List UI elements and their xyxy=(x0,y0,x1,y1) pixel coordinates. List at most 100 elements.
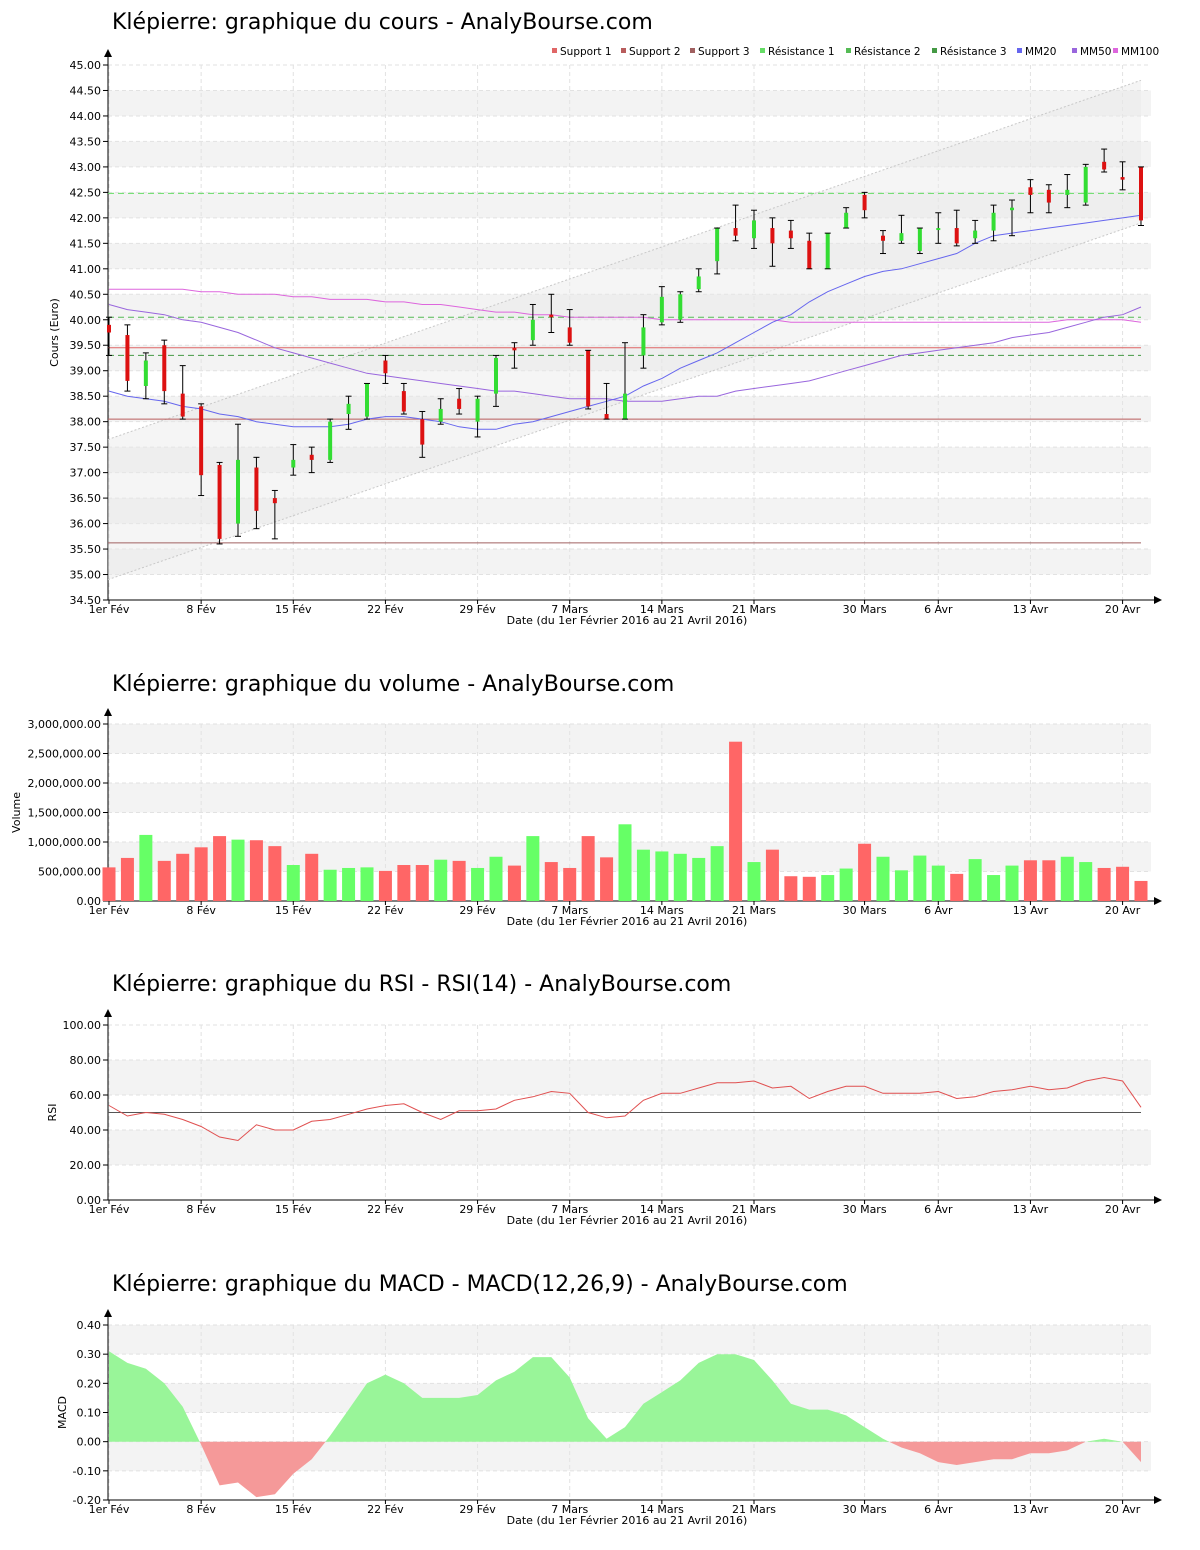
candle-body xyxy=(678,294,683,320)
y-tick-label: 36.00 xyxy=(70,518,102,531)
legend-swatch xyxy=(1113,48,1118,53)
y-tick-label: 500,000.00 xyxy=(38,866,101,879)
volume-chart-panel: Klépierre: graphique du volume - AnalyBo… xyxy=(0,660,1200,940)
candle-body xyxy=(180,393,185,417)
candle-body xyxy=(1083,166,1088,203)
y-tick-label: 43.00 xyxy=(70,161,102,174)
y-axis-arrow xyxy=(104,1009,112,1017)
candle-body xyxy=(107,324,111,333)
volume-bar xyxy=(415,865,429,901)
rsi-line xyxy=(108,1076,1142,1142)
x-tick-label: 30 Mars xyxy=(843,1203,887,1216)
candle-body xyxy=(549,314,554,318)
candle-body xyxy=(696,276,701,290)
x-axis-label: Date (du 1er Février 2016 au 21 Avril 20… xyxy=(507,1514,748,1527)
x-tick-label: 6 Avr xyxy=(924,1203,953,1216)
x-tick-label: 8 Fév xyxy=(186,1503,216,1516)
y-tick-label: 44.50 xyxy=(70,84,102,97)
y-tick-label: 37.00 xyxy=(70,467,102,480)
x-tick-label: 20 Avr xyxy=(1105,1503,1141,1516)
x-tick-label: 29 Fév xyxy=(459,904,496,917)
candle-body xyxy=(973,230,978,239)
legend-swatch xyxy=(846,48,851,53)
y-tick-label: 0.30 xyxy=(77,1348,102,1361)
volume-bar xyxy=(692,857,706,901)
x-tick-label: 1er Fév xyxy=(89,603,130,616)
y-axis-label: RSI xyxy=(46,1104,59,1122)
x-tick-label: 15 Fév xyxy=(275,904,312,917)
volume-bar xyxy=(1097,867,1111,901)
x-tick-label: 22 Fév xyxy=(367,1503,404,1516)
volume-bar xyxy=(876,856,890,901)
y-tick-label: 2,500,000.00 xyxy=(28,748,101,761)
y-axis-label: Cours (Euro) xyxy=(48,298,61,367)
x-tick-label: 6 Avr xyxy=(924,603,953,616)
volume-bar xyxy=(987,875,1001,901)
volume-bar xyxy=(1060,856,1074,901)
x-tick-label: 6 Avr xyxy=(924,904,953,917)
x-tick-label: 22 Fév xyxy=(367,603,404,616)
volume-bar xyxy=(931,865,945,901)
y-tick-label: 0.10 xyxy=(77,1407,102,1420)
volume-bar xyxy=(268,846,282,901)
y-tick-label: 0.20 xyxy=(77,1377,102,1390)
candle-body xyxy=(899,233,904,241)
volume-bar xyxy=(618,824,632,901)
candle-body xyxy=(512,347,517,351)
rsi-chart: 0.00 20.00 40.00 60.00 80.00 100.00 1er Fév 8 F… xyxy=(46,1009,1162,1227)
volume-bar xyxy=(765,849,779,901)
candle-body xyxy=(401,391,406,412)
candle-body xyxy=(1010,207,1014,211)
legend-label: Support 3 xyxy=(698,46,750,58)
candle-body xyxy=(1065,189,1070,195)
y-tick-label: 40.00 xyxy=(70,1124,102,1137)
y-tick-label: 36.50 xyxy=(70,492,102,505)
macd-chart-panel: Klépierre: graphique du MACD - MACD(12,2… xyxy=(0,1260,1200,1540)
x-tick-label: 8 Fév xyxy=(186,603,216,616)
y-tick-label: 0.00 xyxy=(77,895,102,908)
x-tick-label: 14 Mars xyxy=(640,603,684,616)
x-tick-label: 13 Avr xyxy=(1013,1503,1049,1516)
grid-band xyxy=(108,294,1151,320)
grid-band xyxy=(108,396,1151,422)
volume-bar xyxy=(894,870,908,901)
trend-channel xyxy=(108,80,1141,580)
x-tick-label: 15 Fév xyxy=(275,1203,312,1216)
volume-bar xyxy=(213,836,227,901)
macd-negative-area xyxy=(1122,1441,1141,1463)
candle-body xyxy=(420,419,425,445)
x-axis-label: Date (du 1er Février 2016 au 21 Avril 20… xyxy=(507,915,748,928)
volume-bar xyxy=(1023,860,1037,901)
candle-body xyxy=(752,220,756,239)
candle-body xyxy=(825,233,830,269)
volume-bar xyxy=(378,870,392,901)
x-tick-label: 7 Mars xyxy=(551,1503,588,1516)
candle-body xyxy=(475,398,480,422)
candle-body xyxy=(365,383,369,417)
y-tick-label: 43.50 xyxy=(70,135,102,148)
x-axis-arrow xyxy=(1154,1196,1162,1204)
volume-bar xyxy=(434,859,448,901)
legend-label: MM20 xyxy=(1025,46,1056,58)
candle-body xyxy=(199,406,204,476)
volume-bar xyxy=(839,868,853,901)
legend-label: MM50 xyxy=(1080,46,1111,58)
mm100-line xyxy=(109,288,1142,323)
candle-body xyxy=(143,360,148,386)
candle-body xyxy=(162,345,167,392)
legend-label: Résistance 2 xyxy=(854,46,921,58)
volume-bar xyxy=(157,860,171,901)
x-tick-label: 20 Avr xyxy=(1105,1203,1141,1216)
y-tick-label: 38.00 xyxy=(70,416,102,429)
candle-body xyxy=(623,393,627,420)
x-tick-label: 13 Avr xyxy=(1013,603,1049,616)
candle-body xyxy=(291,459,296,468)
grid-band xyxy=(108,498,1151,524)
price-chart: 34.50 35.00 35.50 36.00 36.50 37.00 37.50 38.00… xyxy=(48,46,1162,627)
x-tick-label: 13 Avr xyxy=(1013,1203,1049,1216)
x-tick-label: 30 Mars xyxy=(843,603,887,616)
volume-bar xyxy=(858,843,872,901)
candle-body xyxy=(217,464,222,539)
candle-body xyxy=(604,414,609,420)
volume-bar xyxy=(1079,862,1093,901)
